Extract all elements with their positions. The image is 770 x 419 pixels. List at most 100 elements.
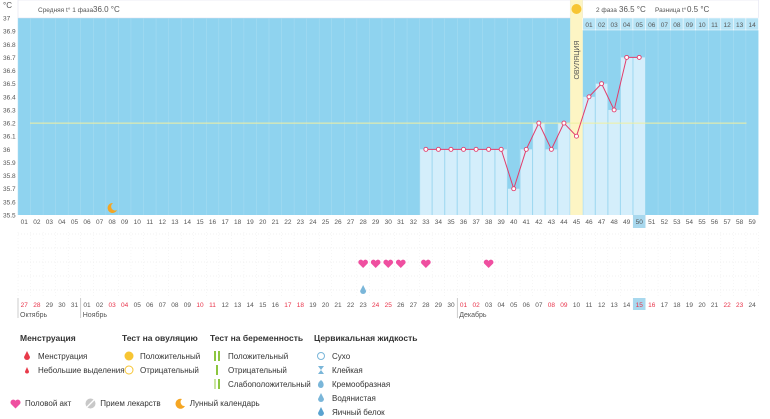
date-label: 18 [297, 302, 305, 309]
water-drop-icon [314, 393, 328, 403]
legend-ovulation-test: Тест на овуляцию Положительный Отрицател… [122, 333, 200, 377]
date-label: 27 [21, 302, 29, 309]
y-tick-label: 35.5 [3, 213, 16, 220]
temperature-point [448, 146, 454, 152]
temperature-bar [595, 83, 608, 216]
cycle-day-label: 48 [611, 219, 619, 226]
date-label: 12 [221, 302, 229, 309]
date-label: 25 [385, 302, 393, 309]
y-tick-label: 36.8 [3, 42, 16, 49]
date-label: 07 [159, 302, 167, 309]
temperature-point [586, 94, 592, 100]
temperature-point [461, 146, 466, 152]
legend-label: Кремообразная [332, 379, 391, 389]
cycle-day-label: 25 [322, 219, 330, 226]
legend-row-preg-negative: Отрицательный [210, 363, 311, 377]
temperature-bar [558, 123, 570, 215]
cycle-day-label: 08 [109, 219, 117, 226]
sun-outline-icon [122, 365, 136, 375]
cycle-day-label: 34 [435, 219, 443, 226]
cycle-day-label: 59 [749, 219, 757, 226]
legend-row-eggwhite: Яичный белок [314, 405, 417, 419]
cycle-day-label: 09 [121, 219, 129, 226]
date-label: 08 [548, 302, 556, 309]
phase2-day-label: 08 [673, 22, 681, 29]
legend-row-watery: Водянистая [314, 391, 417, 405]
diff-value: 0.5 °C [687, 5, 710, 14]
cycle-day-label: 19 [247, 219, 255, 226]
date-label: 29 [46, 302, 54, 309]
cycle-day-label: 02 [33, 219, 41, 226]
temperature-point [611, 107, 617, 113]
cycle-day-label: 14 [184, 219, 192, 226]
cycle-day-label: 51 [648, 219, 656, 226]
cycle-day-label: 16 [209, 219, 217, 226]
cycle-day-label: 40 [510, 219, 518, 226]
legend-cervical: Цервикальная жидкость Сухо Клейкая Кремо… [314, 333, 417, 419]
heart-icon [421, 259, 431, 268]
date-label: 21 [334, 302, 342, 309]
legend-label: Клейкая [332, 365, 363, 375]
cycle-day-label: 47 [598, 219, 606, 226]
cycle-day-label: 49 [623, 219, 631, 226]
heart-icon [370, 259, 381, 268]
legend-menstruation: Менструация Менструация Небольшие выделе… [20, 333, 125, 377]
date-label: 06 [523, 302, 531, 309]
date-label: 04 [498, 302, 506, 309]
temperature-point [574, 133, 579, 139]
date-label: 09 [560, 302, 568, 309]
phase2-day-label: 06 [648, 22, 656, 29]
date-label: 23 [736, 302, 744, 309]
cycle-day-label: 10 [134, 219, 142, 226]
legend-row-sticky: Клейкая [314, 363, 417, 377]
legend-pregnancy-title: Тест на беременность [210, 333, 304, 343]
y-tick-label: 37 [3, 16, 11, 23]
date-label: 26 [397, 302, 405, 309]
dry-circle-icon [314, 351, 328, 361]
phase2-day-label: 04 [623, 22, 631, 29]
date-label: 12 [598, 302, 606, 309]
date-label: 02 [472, 302, 480, 309]
temperature-point [473, 146, 479, 152]
temperature-bar [633, 57, 645, 216]
temperature-bar [432, 149, 445, 215]
bbt-chart: ОВУЛЯЦИЯ 37 36.9 36.8 36.7 36.6 36.5 36.4 36.3 36… [3, 0, 759, 319]
moon-icon [107, 202, 118, 213]
temperature-point [423, 146, 429, 152]
cycle-day-label: 41 [523, 219, 531, 226]
date-label: 23 [360, 302, 368, 309]
phase2-day-label: 02 [598, 22, 606, 29]
legend-row-spotting: Небольшие выделения [20, 363, 125, 377]
heart-icon [395, 259, 406, 268]
date-label: 19 [309, 302, 317, 309]
sticky-icon [314, 365, 328, 375]
two-lines-icon [210, 351, 224, 361]
date-label: 02 [96, 302, 104, 309]
y-tick-label: 36.9 [3, 29, 16, 36]
phase1-value: 36.0 °C [93, 5, 120, 14]
temperature-bar [507, 188, 520, 215]
date-label: 08 [171, 302, 179, 309]
cycle-day-label: 36 [460, 219, 468, 226]
y-tick-label: 36.5 [3, 81, 16, 88]
phase2-day-label: 07 [661, 22, 669, 29]
legend-row-ovu-negative: Отрицательный [122, 363, 200, 377]
water-drop-icon [360, 285, 367, 294]
legend-label: Положительный [228, 351, 289, 361]
temperature-bar [533, 123, 545, 215]
phase2-day-label: 10 [698, 22, 706, 29]
date-label: 29 [435, 302, 443, 309]
date-label: 16 [272, 302, 280, 309]
legend-intercourse: Половой акт [10, 399, 71, 409]
legend-row-ovu-positive: Положительный [122, 349, 200, 363]
cycle-day-label: 58 [736, 219, 744, 226]
date-label: 15 [259, 302, 267, 309]
temperature-bar [420, 149, 432, 215]
cycle-day-label: 30 [385, 219, 393, 226]
temperature-point [435, 146, 441, 152]
date-label: 13 [234, 302, 242, 309]
legend-label: Отрицательный [140, 365, 199, 375]
date-label: 30 [58, 302, 66, 309]
cycle-day-label: 05 [71, 219, 79, 226]
heart-icon [10, 399, 21, 409]
